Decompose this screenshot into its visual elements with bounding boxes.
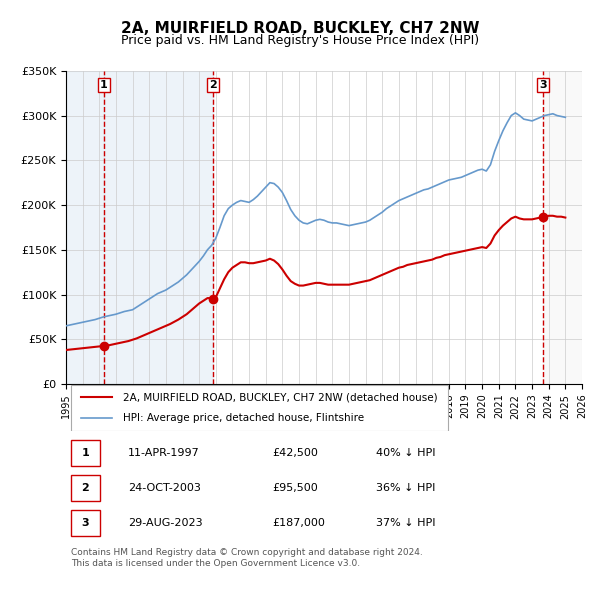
Text: 3: 3 bbox=[539, 80, 547, 90]
Text: 37% ↓ HPI: 37% ↓ HPI bbox=[376, 518, 435, 528]
Text: 1: 1 bbox=[81, 448, 89, 458]
Text: HPI: Average price, detached house, Flintshire: HPI: Average price, detached house, Flin… bbox=[123, 413, 364, 423]
Bar bbox=[543, 71, 582, 384]
Text: £187,000: £187,000 bbox=[272, 518, 325, 528]
Text: £42,500: £42,500 bbox=[272, 448, 318, 458]
Text: 2: 2 bbox=[209, 80, 217, 90]
Text: 24-OCT-2003: 24-OCT-2003 bbox=[128, 483, 201, 493]
Text: 11-APR-1997: 11-APR-1997 bbox=[128, 448, 200, 458]
Bar bbox=[66, 71, 104, 384]
Bar bbox=[104, 71, 212, 384]
Text: 40% ↓ HPI: 40% ↓ HPI bbox=[376, 448, 435, 458]
FancyBboxPatch shape bbox=[71, 510, 100, 536]
FancyBboxPatch shape bbox=[71, 440, 100, 466]
Text: 2A, MUIRFIELD ROAD, BUCKLEY, CH7 2NW (detached house): 2A, MUIRFIELD ROAD, BUCKLEY, CH7 2NW (de… bbox=[123, 392, 437, 402]
Text: 36% ↓ HPI: 36% ↓ HPI bbox=[376, 483, 435, 493]
Text: 29-AUG-2023: 29-AUG-2023 bbox=[128, 518, 203, 528]
Text: Contains HM Land Registry data © Crown copyright and database right 2024.
This d: Contains HM Land Registry data © Crown c… bbox=[71, 548, 423, 568]
Text: 3: 3 bbox=[81, 518, 89, 528]
Text: 2A, MUIRFIELD ROAD, BUCKLEY, CH7 2NW: 2A, MUIRFIELD ROAD, BUCKLEY, CH7 2NW bbox=[121, 21, 479, 35]
Text: £95,500: £95,500 bbox=[272, 483, 318, 493]
Text: 1: 1 bbox=[100, 80, 108, 90]
Text: Price paid vs. HM Land Registry's House Price Index (HPI): Price paid vs. HM Land Registry's House … bbox=[121, 34, 479, 47]
FancyBboxPatch shape bbox=[71, 385, 448, 431]
FancyBboxPatch shape bbox=[71, 475, 100, 501]
Text: 2: 2 bbox=[81, 483, 89, 493]
